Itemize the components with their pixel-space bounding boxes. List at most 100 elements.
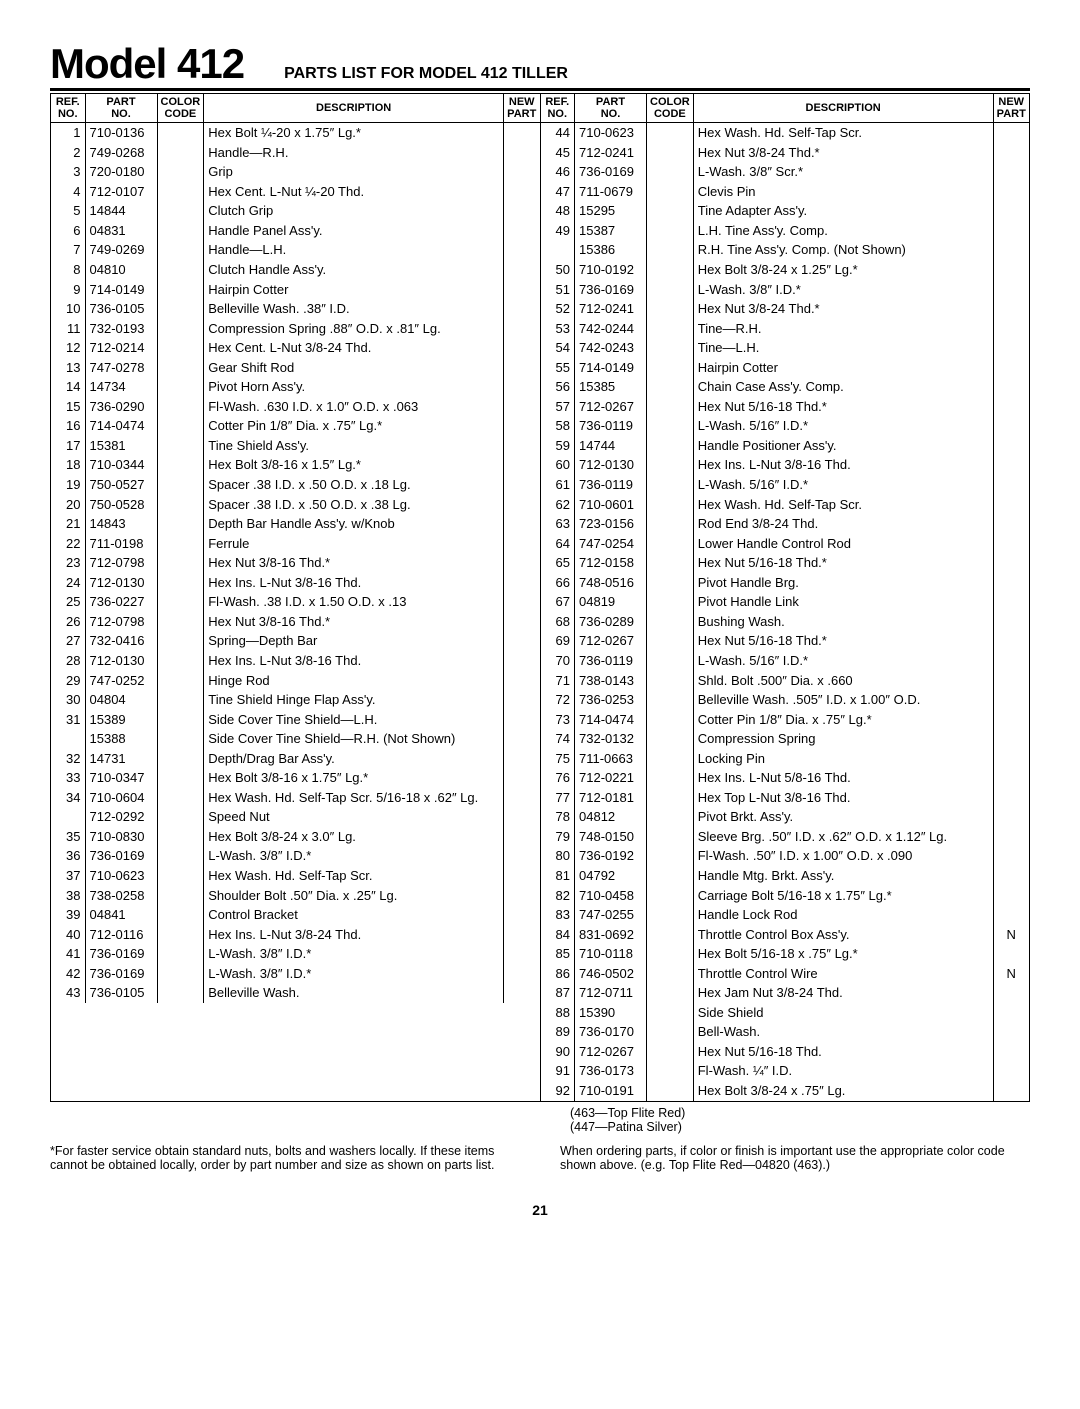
cell-color: [647, 436, 694, 456]
table-row: 58736-0119L-Wash. 5/16″ I.D.*: [541, 416, 1030, 436]
cell-ref: 75: [541, 749, 575, 769]
cell-desc: Belleville Wash.: [204, 983, 504, 1003]
cell-new: [504, 123, 540, 143]
cell-part: 15381: [85, 436, 157, 456]
cell-color: [157, 182, 204, 202]
cell-new: [504, 983, 540, 1003]
cell-desc: Hex Nut 5/16-18 Thd.*: [693, 397, 993, 417]
cell-part: 710-0191: [575, 1081, 647, 1101]
color-code-a: (463—Top Flite Red): [570, 1106, 1030, 1120]
cell-ref: 74: [541, 729, 575, 749]
cell-ref: 81: [541, 866, 575, 886]
cell-ref: 22: [51, 534, 85, 554]
cell-desc: Spacer .38 I.D. x .50 O.D. x .18 Lg.: [204, 475, 504, 495]
cell-color: [647, 983, 694, 1003]
table-row: 65712-0158Hex Nut 5/16-18 Thd.*: [541, 553, 1030, 573]
cell-desc: Side Cover Tine Shield—R.H. (Not Shown): [204, 729, 504, 749]
cell-color: [647, 1081, 694, 1101]
table-row: 91736-0173Fl-Wash. ¼″ I.D.: [541, 1061, 1030, 1081]
cell-color: [647, 1003, 694, 1023]
cell-new: [993, 1042, 1029, 1062]
table-row: 712-0292Speed Nut: [51, 807, 540, 827]
cell-new: [504, 319, 540, 339]
cell-new: [504, 631, 540, 651]
cell-part: 742-0244: [575, 319, 647, 339]
table-header: REF.NO. PARTNO. COLORCODE DESCRIPTION NE…: [541, 94, 1030, 123]
cell-ref: 71: [541, 671, 575, 691]
cell-new: [993, 749, 1029, 769]
cell-part: 14844: [85, 201, 157, 221]
cell-ref: 64: [541, 534, 575, 554]
cell-part: 04841: [85, 905, 157, 925]
cell-part: 710-0347: [85, 768, 157, 788]
cell-color: [647, 690, 694, 710]
cell-new: [504, 338, 540, 358]
parts-table: REF.NO. PARTNO. COLORCODE DESCRIPTION NE…: [50, 93, 1030, 1102]
color-codes: (463—Top Flite Red) (447—Patina Silver): [570, 1106, 1030, 1134]
cell-part: 750-0528: [85, 495, 157, 515]
cell-part: 736-0105: [85, 299, 157, 319]
cell-part: 04812: [575, 807, 647, 827]
cell-desc: L-Wash. 5/16″ I.D.*: [693, 475, 993, 495]
table-row: 15388Side Cover Tine Shield—R.H. (Not Sh…: [51, 729, 540, 749]
cell-new: [504, 260, 540, 280]
cell-desc: Sleeve Brg. .50″ I.D. x .62″ O.D. x 1.12…: [693, 827, 993, 847]
cell-part: 712-0130: [575, 455, 647, 475]
cell-ref: 2: [51, 143, 85, 163]
table-row: 62710-0601Hex Wash. Hd. Self-Tap Scr.: [541, 495, 1030, 515]
cell-part: 711-0198: [85, 534, 157, 554]
cell-new: [504, 358, 540, 378]
cell-ref: 56: [541, 377, 575, 397]
cell-new: [504, 788, 540, 808]
cell-part: 710-0458: [575, 886, 647, 906]
cell-part: 15385: [575, 377, 647, 397]
cell-color: [157, 143, 204, 163]
cell-color: [647, 162, 694, 182]
cell-part: 736-0289: [575, 612, 647, 632]
cell-desc: L-Wash. 3/8″ I.D.*: [204, 944, 504, 964]
cell-ref: 69: [541, 631, 575, 651]
cell-desc: Cotter Pin 1/8″ Dia. x .75″ Lg.*: [204, 416, 504, 436]
cell-color: [647, 1042, 694, 1062]
table-row: 2114843Depth Bar Handle Ass'y. w/Knob: [51, 514, 540, 534]
table-row: 3004804Tine Shield Hinge Flap Ass'y.: [51, 690, 540, 710]
cell-part: 732-0193: [85, 319, 157, 339]
cell-desc: Tine—R.H.: [693, 319, 993, 339]
cell-new: [993, 201, 1029, 221]
cell-part: 14843: [85, 514, 157, 534]
cell-color: [647, 319, 694, 339]
cell-part: 749-0269: [85, 240, 157, 260]
cell-color: [157, 573, 204, 593]
cell-color: [157, 240, 204, 260]
cell-color: [647, 338, 694, 358]
cell-part: 750-0527: [85, 475, 157, 495]
cell-part: 710-0830: [85, 827, 157, 847]
cell-desc: Handle—R.H.: [204, 143, 504, 163]
cell-color: [647, 749, 694, 769]
cell-new: [993, 592, 1029, 612]
col-part: PARTNO.: [575, 94, 647, 123]
cell-part: 714-0474: [85, 416, 157, 436]
cell-color: [157, 944, 204, 964]
cell-desc: Rod End 3/8-24 Thd.: [693, 514, 993, 534]
cell-desc: Lower Handle Control Rod: [693, 534, 993, 554]
cell-color: [157, 162, 204, 182]
cell-ref: 23: [51, 553, 85, 573]
cell-new: [993, 338, 1029, 358]
cell-part: 831-0692: [575, 925, 647, 945]
cell-desc: L-Wash. 3/8″ I.D.*: [204, 846, 504, 866]
cell-new: [504, 280, 540, 300]
cell-part: 710-0118: [575, 944, 647, 964]
cell-color: [157, 651, 204, 671]
cell-desc: Hex Bolt 3/8-16 x 1.75″ Lg.*: [204, 768, 504, 788]
cell-new: [993, 240, 1029, 260]
cell-new: [993, 886, 1029, 906]
table-row: 80736-0192Fl-Wash. .50″ I.D. x 1.00″ O.D…: [541, 846, 1030, 866]
cell-desc: Hex Nut 3/8-24 Thd.*: [693, 299, 993, 319]
cell-ref: 4: [51, 182, 85, 202]
cell-desc: Tine Adapter Ass'y.: [693, 201, 993, 221]
cell-part: 15389: [85, 710, 157, 730]
cell-color: [157, 475, 204, 495]
cell-new: [993, 651, 1029, 671]
cell-part: 732-0132: [575, 729, 647, 749]
